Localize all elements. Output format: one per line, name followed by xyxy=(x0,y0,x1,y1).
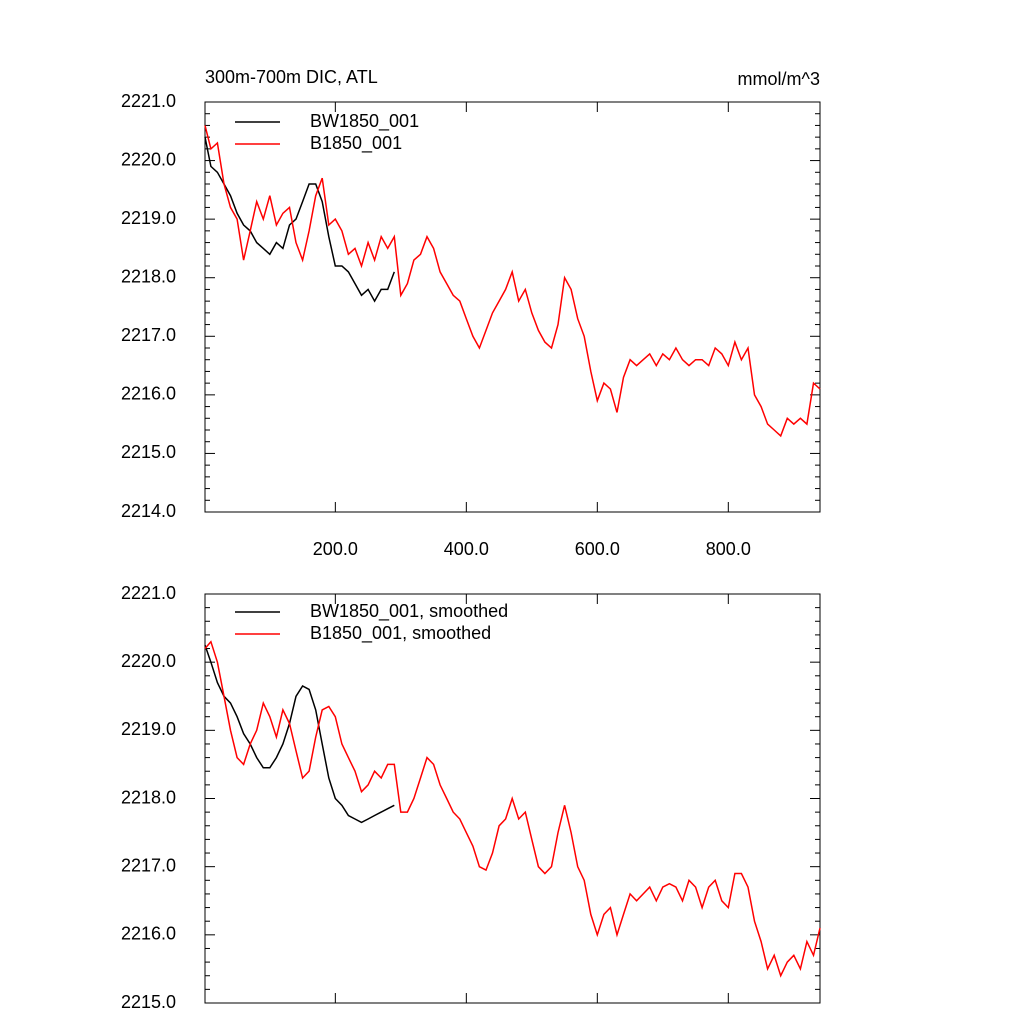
y-tick-label: 2216.0 xyxy=(121,924,176,944)
y-tick-label: 2217.0 xyxy=(121,855,176,875)
y-tick-label: 2220.0 xyxy=(121,149,176,169)
x-tick-label: 800.0 xyxy=(706,539,751,559)
y-tick-label: 2217.0 xyxy=(121,325,176,345)
y-tick-label: 2216.0 xyxy=(121,384,176,404)
y-tick-label: 2221.0 xyxy=(121,91,176,111)
y-tick-label: 2215.0 xyxy=(121,442,176,462)
units-label: mmol/m^3 xyxy=(738,69,820,89)
legend-label: BW1850_001 xyxy=(310,111,419,132)
x-tick-label: 200.0 xyxy=(313,539,358,559)
y-tick-label: 2220.0 xyxy=(121,651,176,671)
data-line xyxy=(204,644,395,824)
y-tick-label: 2218.0 xyxy=(121,787,176,807)
chart-title: 300m-700m DIC, ATL xyxy=(205,67,378,87)
y-tick-label: 2214.0 xyxy=(121,501,176,521)
data-line xyxy=(204,125,821,438)
y-tick-label: 2219.0 xyxy=(121,719,176,739)
x-tick-label: 400.0 xyxy=(444,539,489,559)
data-line xyxy=(204,640,821,978)
x-tick-label: 600.0 xyxy=(575,539,620,559)
plot-frame xyxy=(204,101,821,513)
y-tick-label: 2219.0 xyxy=(121,208,176,228)
legend-label: B1850_001 xyxy=(310,133,402,154)
legend-label: BW1850_001, smoothed xyxy=(310,601,508,622)
data-line xyxy=(204,136,396,303)
legend-label: B1850_001, smoothed xyxy=(310,623,491,644)
y-tick-label: 2221.0 xyxy=(121,583,176,603)
y-tick-label: 2218.0 xyxy=(121,266,176,286)
y-tick-label: 2215.0 xyxy=(121,992,176,1012)
